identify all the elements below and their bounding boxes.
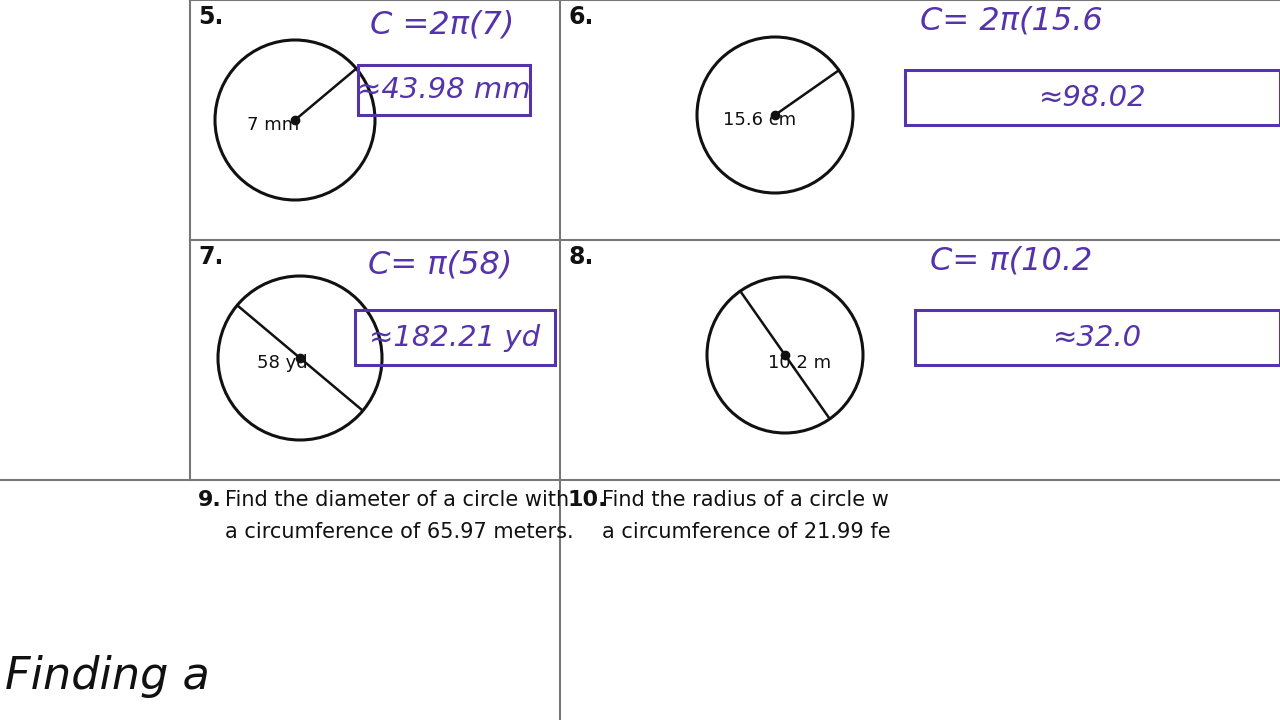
Text: 58 yd: 58 yd	[257, 354, 307, 372]
Text: a circumference of 65.97 meters.: a circumference of 65.97 meters.	[225, 522, 573, 542]
Text: a circumference of 21.99 fe: a circumference of 21.99 fe	[602, 522, 891, 542]
Text: 7 mm: 7 mm	[247, 116, 300, 134]
Text: Find the radius of a circle w: Find the radius of a circle w	[602, 490, 888, 510]
Bar	[355, 310, 556, 365]
Text: Finding a: Finding a	[5, 655, 210, 698]
Text: 10.2 m: 10.2 m	[768, 354, 832, 372]
Text: ≈43.98 mm: ≈43.98 mm	[357, 76, 531, 104]
Bar	[905, 70, 1280, 125]
Text: 8.: 8.	[568, 245, 594, 269]
Text: 7.: 7.	[198, 245, 224, 269]
Text: C= π(58): C= π(58)	[369, 250, 512, 281]
Text: ≈32.0: ≈32.0	[1053, 323, 1142, 351]
Text: C= 2π(15.6: C= 2π(15.6	[920, 5, 1103, 36]
Text: 5.: 5.	[198, 5, 224, 29]
Text: 15.6 cm: 15.6 cm	[723, 111, 796, 129]
Text: ≈182.21 yd: ≈182.21 yd	[370, 323, 540, 351]
Text: C= π(10.2: C= π(10.2	[931, 245, 1092, 276]
Text: 9.: 9.	[198, 490, 221, 510]
Text: 10.: 10.	[568, 490, 608, 510]
Text: C =2π(7): C =2π(7)	[370, 10, 515, 41]
Bar	[358, 65, 530, 115]
Bar	[915, 310, 1280, 365]
Text: ≈98.02: ≈98.02	[1038, 84, 1147, 112]
Text: 6.: 6.	[568, 5, 594, 29]
Text: Find the diameter of a circle with: Find the diameter of a circle with	[225, 490, 570, 510]
